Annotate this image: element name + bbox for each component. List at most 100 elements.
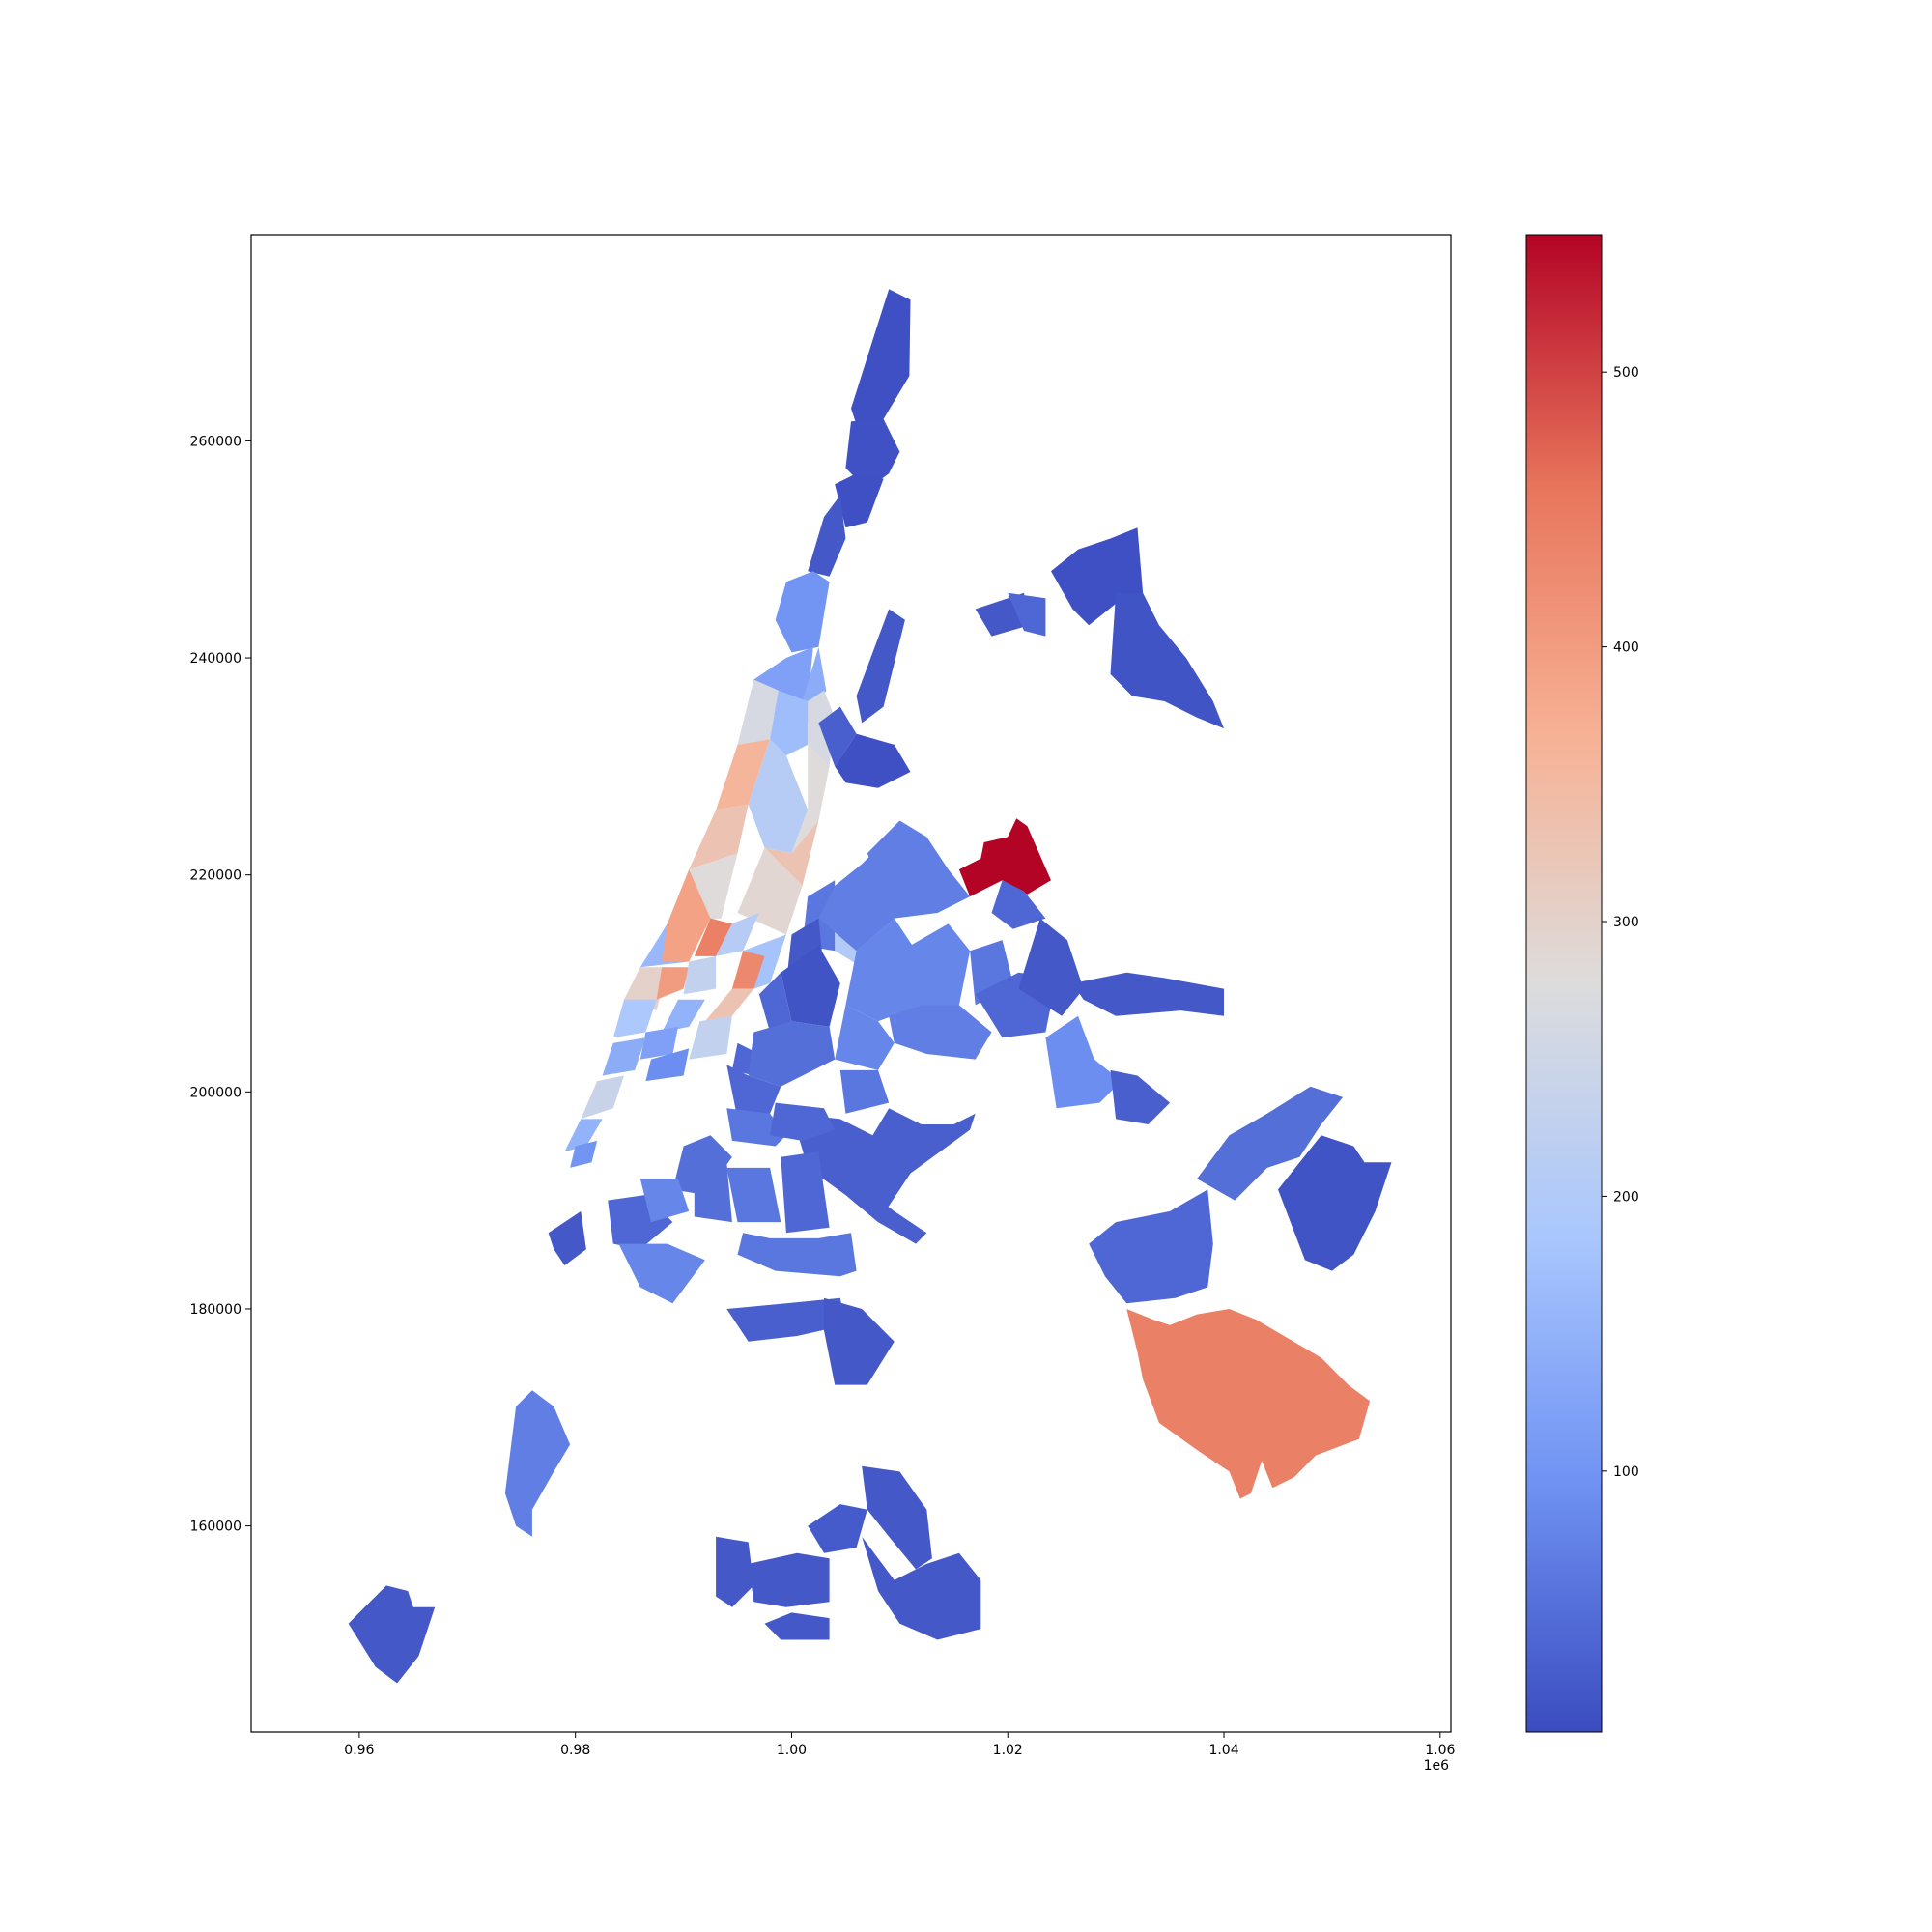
region-jamaica-bay xyxy=(1126,1309,1371,1499)
region-hamilton-heights xyxy=(775,571,830,653)
region-throgs-neck xyxy=(958,818,1051,897)
region-hunts-point xyxy=(867,820,971,919)
region-sheepshead-bay xyxy=(824,1297,895,1385)
x-tick-label: 0.96 xyxy=(344,1743,374,1758)
region-red-hook xyxy=(548,1210,586,1265)
region-queens-village xyxy=(1197,1086,1344,1201)
region-baychester xyxy=(1110,592,1224,729)
region-bay-ridge xyxy=(618,1243,705,1304)
region-garment xyxy=(683,955,717,995)
region-soho xyxy=(639,1026,678,1060)
colorbar-tick-label: 300 xyxy=(1613,915,1639,930)
region-flushing xyxy=(1110,1069,1171,1124)
region-soundview xyxy=(910,923,971,1016)
region-gravesend xyxy=(764,1612,830,1640)
region-pelham-bay xyxy=(991,880,1046,929)
region-east-village xyxy=(689,1015,732,1060)
region-east-new-york xyxy=(808,1156,927,1244)
region-lower-east-side xyxy=(602,1037,646,1076)
region-midtown-center xyxy=(694,918,732,956)
region-inwood xyxy=(851,289,911,425)
region-marble-hill xyxy=(835,473,884,528)
region-kingsbridge xyxy=(835,733,911,788)
y-tick-label: 220000 xyxy=(190,868,242,884)
region-eastchester xyxy=(1008,592,1046,637)
region-steinway xyxy=(1072,972,1224,1016)
y-tick-label: 260000 xyxy=(190,434,242,449)
region-marine-park xyxy=(726,1297,846,1342)
region-little-italy xyxy=(645,1048,690,1082)
region-brighton-beach xyxy=(748,1552,830,1607)
region-south-beach xyxy=(504,1390,571,1537)
region-central-harlem-south xyxy=(770,690,809,756)
region-maspeth xyxy=(748,1021,836,1087)
region-park-slope xyxy=(672,1135,732,1195)
region-bushwick xyxy=(791,1108,976,1223)
y-tick-label: 180000 xyxy=(190,1302,242,1318)
region-corona xyxy=(1045,1015,1122,1109)
region-upper-east-side-north xyxy=(764,820,819,886)
region-coney-island xyxy=(716,1536,754,1607)
x-tick-label: 1.06 xyxy=(1425,1743,1455,1758)
colorbar-tick-label: 200 xyxy=(1613,1189,1639,1205)
region-washington-heights-north xyxy=(845,418,900,490)
region-prospect-park xyxy=(639,1179,690,1223)
region-battery-park xyxy=(570,1140,598,1168)
map-regions xyxy=(348,289,1392,1684)
region-greenpoint xyxy=(726,1065,781,1120)
region-upper-east-side-south xyxy=(737,847,803,935)
region-forest-hills xyxy=(781,945,840,1027)
region-midtown-west xyxy=(662,869,711,962)
region-financial-north xyxy=(564,1119,603,1152)
region-flatbush xyxy=(694,1162,732,1223)
y-tick-label: 240000 xyxy=(190,651,242,667)
region-flatiron xyxy=(704,988,754,1022)
region-greenwich xyxy=(612,999,657,1038)
x-tick-label: 1.00 xyxy=(777,1743,807,1758)
region-long-island-city xyxy=(818,847,895,952)
region-upper-west-side-north xyxy=(716,739,771,810)
region-murray-hill xyxy=(731,951,765,989)
region-ditmars xyxy=(1018,918,1084,1016)
region-east-harlem-south xyxy=(791,744,830,854)
y-axis: 160000 180000 200000 220000 240000 260000 xyxy=(190,434,251,1535)
region-gramercy xyxy=(662,999,705,1033)
region-ridgewood xyxy=(758,972,792,1033)
region-tottenville xyxy=(348,1585,436,1684)
region-canarsie xyxy=(737,1233,857,1277)
region-riverdale xyxy=(856,609,905,724)
region-van-cortlandt xyxy=(818,706,857,767)
region-central-park xyxy=(748,739,809,854)
region-east-flatbush xyxy=(781,1151,830,1234)
region-midtown-east xyxy=(716,913,759,956)
x-offset-label: 1e6 xyxy=(1424,1758,1450,1774)
region-sunnyside xyxy=(845,918,922,1022)
x-tick-label: 1.04 xyxy=(1208,1743,1238,1758)
region-elmhurst xyxy=(839,1069,890,1114)
x-tick-label: 0.98 xyxy=(560,1743,590,1758)
region-woodside xyxy=(889,1005,992,1060)
region-gerritsen-beach xyxy=(808,1504,867,1553)
colorbar-tick-label: 400 xyxy=(1613,640,1639,656)
region-howard-beach xyxy=(1089,1189,1213,1304)
y-tick-label: 160000 xyxy=(190,1520,242,1535)
region-manhattan-beach xyxy=(862,1536,981,1640)
region-rosedale xyxy=(1278,1135,1392,1271)
y-tick-label: 200000 xyxy=(190,1085,242,1100)
map-axes-frame xyxy=(250,234,1452,1733)
colorbar-axis: 100 200 300 400 500 xyxy=(1602,365,1639,1480)
region-crown-heights xyxy=(726,1167,781,1223)
region-tribeca xyxy=(581,1075,624,1120)
x-tick-label: 1.02 xyxy=(993,1743,1023,1758)
region-morningside-heights xyxy=(737,679,779,745)
colorbar-tick-label: 500 xyxy=(1613,365,1639,381)
region-upper-west-side-south xyxy=(689,804,749,870)
colorbar-tick-label: 100 xyxy=(1613,1464,1639,1480)
region-penn-station xyxy=(656,967,690,1000)
colorbar xyxy=(1525,234,1603,1733)
region-washington-heights-south xyxy=(808,495,846,577)
region-cypress-hills xyxy=(770,1102,836,1141)
region-jackson-heights xyxy=(835,1005,895,1070)
region-williamsburg xyxy=(726,1108,786,1147)
